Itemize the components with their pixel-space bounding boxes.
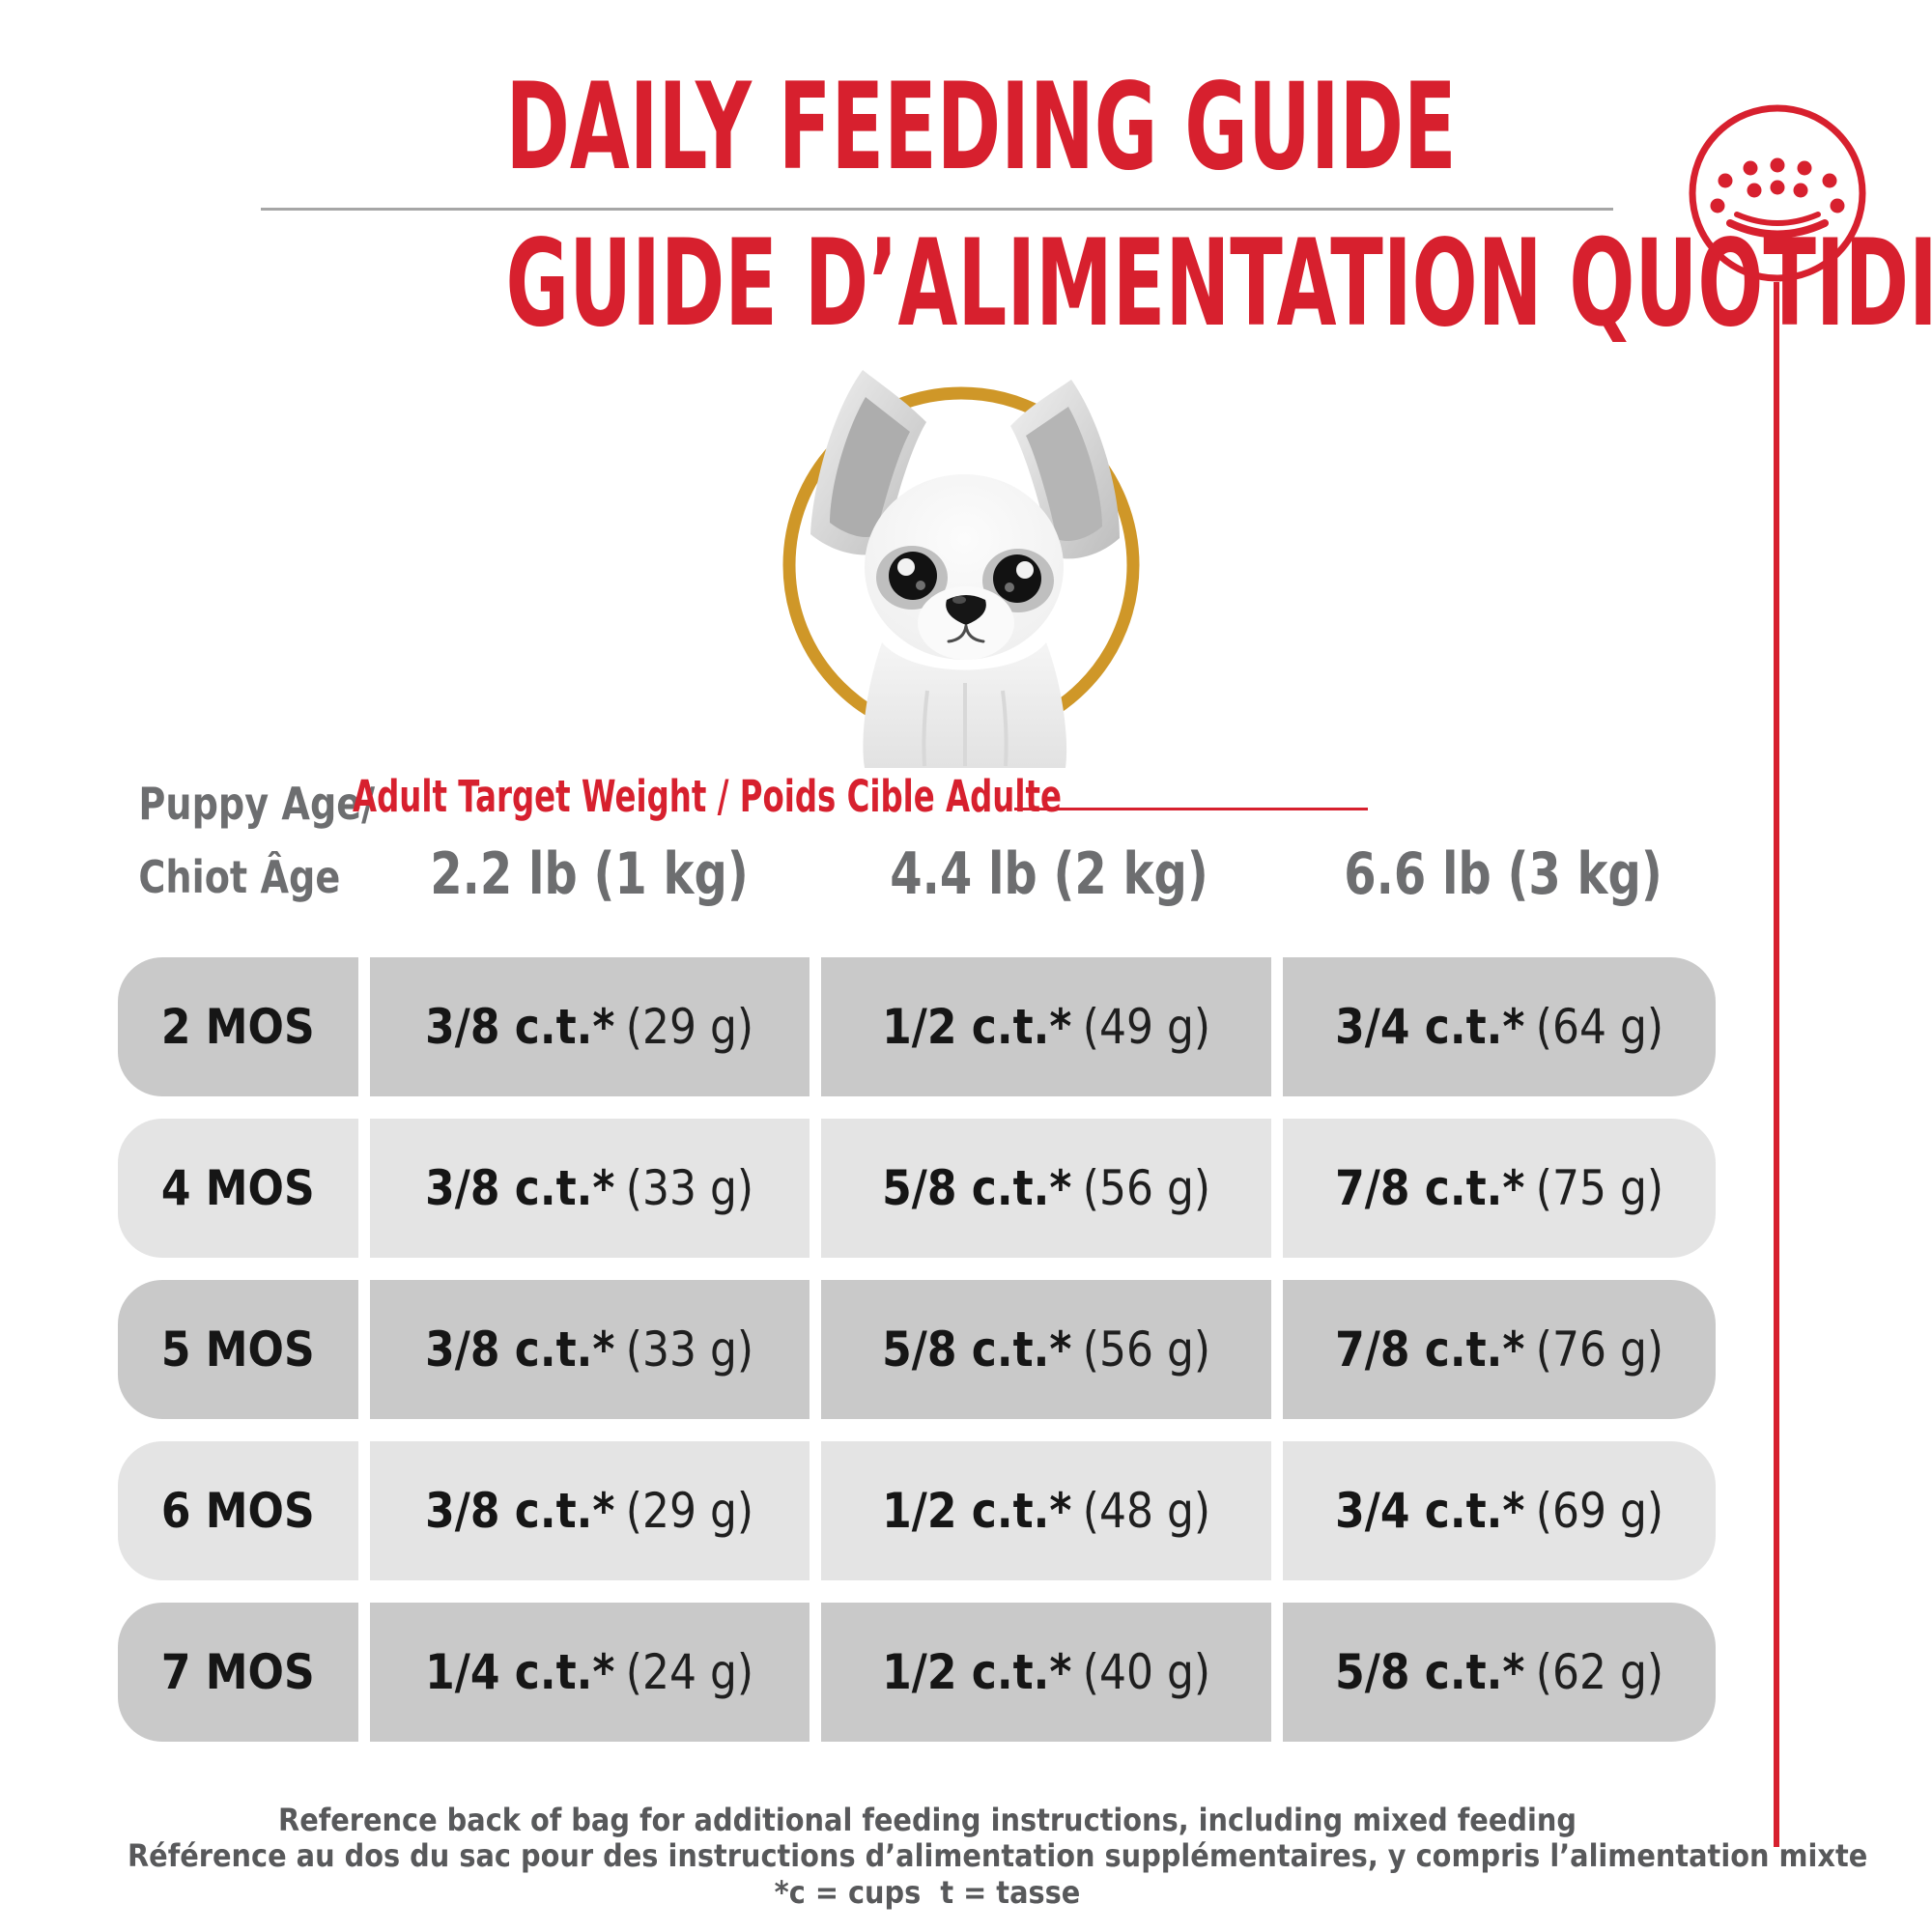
cup-amount: 3/4 c.t.* [1335, 999, 1525, 1055]
gram-amount: (69 g) [1535, 1483, 1663, 1539]
value-cell: 5/8 c.t.* (56 g) [821, 1280, 1271, 1419]
cup-amount: 3/8 c.t.* [425, 1321, 615, 1378]
gram-amount: (49 g) [1082, 999, 1210, 1055]
puppy-figure [810, 370, 1120, 768]
footnote-legend: *c = cups t = tasse [774, 1874, 1081, 1911]
gram-amount: (33 g) [626, 1160, 754, 1216]
footnote-french: Référence au dos du sac pour des instruc… [128, 1837, 1868, 1874]
age-label: 2 MOS [161, 999, 315, 1055]
value-cell: 1/2 c.t.* (49 g) [821, 957, 1271, 1096]
puppy-eye-left [889, 552, 937, 600]
gram-amount: (33 g) [626, 1321, 754, 1378]
gram-amount: (75 g) [1535, 1160, 1663, 1216]
value-cell: 3/8 c.t.* (29 g) [370, 1441, 810, 1580]
page-title-french: GUIDE D’ALIMENTATION QUOTIDIEN [505, 214, 1932, 354]
age-label: 7 MOS [161, 1644, 315, 1700]
row-axis-label-en: Puppy Age/ [138, 778, 376, 830]
row-axis-header: Puppy Age/ Chiot Âge [138, 767, 376, 914]
age-cell: 5 MOS [118, 1280, 358, 1419]
age-cell: 7 MOS [118, 1603, 358, 1742]
table-row: 5 MOS 3/8 c.t.* (33 g) 5/8 c.t.* (56 g) 7/… [118, 1280, 1716, 1419]
cup-amount: 3/4 c.t.* [1335, 1483, 1525, 1539]
crown-base-arcs [1726, 212, 1829, 239]
age-cell: 6 MOS [118, 1441, 358, 1580]
logo-circle [1689, 104, 1866, 282]
cup-amount: 3/8 c.t.* [425, 1483, 615, 1539]
age-label: 5 MOS [161, 1321, 315, 1378]
age-label: 4 MOS [161, 1160, 315, 1216]
cup-amount: 3/8 c.t.* [425, 999, 615, 1055]
value-cell: 7/8 c.t.* (75 g) [1283, 1119, 1716, 1258]
gram-amount: (29 g) [626, 999, 754, 1055]
value-cell: 7/8 c.t.* (76 g) [1283, 1280, 1716, 1419]
cup-amount: 1/4 c.t.* [425, 1644, 615, 1700]
value-cell: 3/8 c.t.* (33 g) [370, 1119, 810, 1258]
cup-amount: 3/8 c.t.* [425, 1160, 615, 1216]
title-divider-line [261, 208, 1613, 211]
page-title-english: DAILY FEEDING GUIDE [505, 58, 1457, 197]
cup-amount: 7/8 c.t.* [1335, 1321, 1525, 1378]
gram-amount: (62 g) [1535, 1644, 1663, 1700]
row-axis-label-fr: Chiot Âge [138, 851, 341, 903]
cup-amount: 5/8 c.t.* [882, 1321, 1072, 1378]
table-row: 7 MOS 1/4 c.t.* (24 g) 1/2 c.t.* (40 g) 5/… [118, 1603, 1716, 1742]
vertical-accent-line [1774, 282, 1779, 1847]
cup-amount: 1/2 c.t.* [882, 1644, 1072, 1700]
column-header-2kg: 4.4 lb (2 kg) [890, 840, 1208, 908]
cup-amount: 1/2 c.t.* [882, 1483, 1072, 1539]
puppy-eye-right [993, 554, 1041, 603]
column-group-label: Adult Target Weight / Poids Cible Adulte [353, 771, 1062, 822]
crown-dots [1710, 157, 1845, 213]
cup-amount: 7/8 c.t.* [1335, 1160, 1525, 1216]
gram-amount: (29 g) [626, 1483, 754, 1539]
gram-amount: (48 g) [1082, 1483, 1210, 1539]
value-cell: 3/4 c.t.* (69 g) [1283, 1441, 1716, 1580]
table-row: 2 MOS 3/8 c.t.* (29 g) 1/2 c.t.* (49 g) 3/… [118, 957, 1716, 1096]
value-cell: 1/2 c.t.* (40 g) [821, 1603, 1271, 1742]
value-cell: 3/8 c.t.* (33 g) [370, 1280, 810, 1419]
column-group-underline [1014, 808, 1368, 810]
gram-amount: (40 g) [1082, 1644, 1210, 1700]
footnote-english: Reference back of bag for additional fee… [278, 1802, 1577, 1838]
cup-amount: 1/2 c.t.* [882, 999, 1072, 1055]
gram-amount: (56 g) [1082, 1321, 1210, 1378]
puppy-mouth [947, 624, 985, 643]
table-row: 4 MOS 3/8 c.t.* (33 g) 5/8 c.t.* (56 g) 7/… [118, 1119, 1716, 1258]
age-cell: 2 MOS [118, 957, 358, 1096]
age-label: 6 MOS [161, 1483, 315, 1539]
value-cell: 3/8 c.t.* (29 g) [370, 957, 810, 1096]
table-row: 6 MOS 3/8 c.t.* (29 g) 1/2 c.t.* (48 g) 3/… [118, 1441, 1716, 1580]
age-cell: 4 MOS [118, 1119, 358, 1258]
gram-amount: (64 g) [1535, 999, 1663, 1055]
column-header-3kg: 6.6 lb (3 kg) [1344, 840, 1662, 908]
feeding-table: 2 MOS 3/8 c.t.* (29 g) 1/2 c.t.* (49 g) 3/… [118, 957, 1716, 1764]
column-header-1kg: 2.2 lb (1 kg) [430, 840, 749, 908]
cup-amount: 5/8 c.t.* [1335, 1644, 1525, 1700]
gram-amount: (76 g) [1535, 1321, 1663, 1378]
value-cell: 1/4 c.t.* (24 g) [370, 1603, 810, 1742]
value-cell: 1/2 c.t.* (48 g) [821, 1441, 1271, 1580]
value-cell: 3/4 c.t.* (64 g) [1283, 957, 1716, 1096]
royal-canin-crown-logo [1689, 104, 1866, 282]
gram-amount: (24 g) [626, 1644, 754, 1700]
gram-amount: (56 g) [1082, 1160, 1210, 1216]
cup-amount: 5/8 c.t.* [882, 1160, 1072, 1216]
chihuahua-puppy-photo [782, 370, 1140, 768]
value-cell: 5/8 c.t.* (62 g) [1283, 1603, 1716, 1742]
value-cell: 5/8 c.t.* (56 g) [821, 1119, 1271, 1258]
puppy-head [865, 474, 1064, 660]
